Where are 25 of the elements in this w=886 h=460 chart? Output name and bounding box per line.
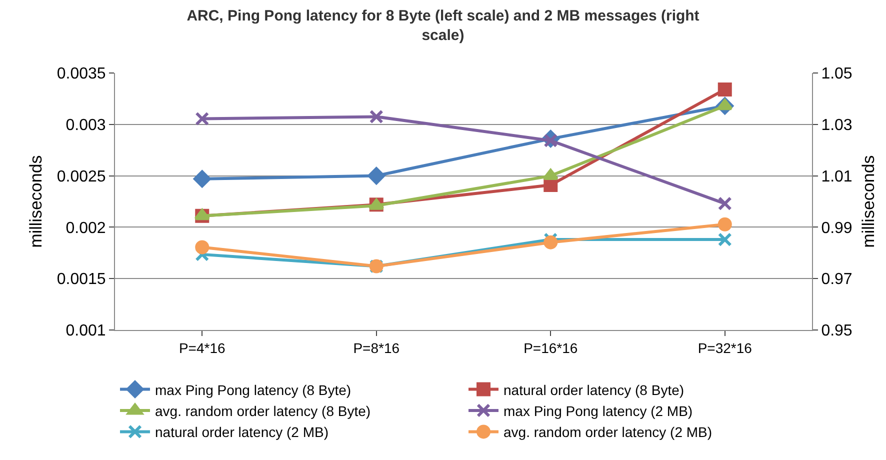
y-tick-label: 0.0015 xyxy=(56,271,106,288)
legend-label: avg. random order latency (2 MB) xyxy=(504,424,712,440)
legend-label: natural order latency (2 MB) xyxy=(155,424,329,440)
y2-tick-label: 1.03 xyxy=(821,117,852,134)
y-tick-label: 0.001 xyxy=(66,322,106,340)
x-tick-label: P=32*16 xyxy=(698,340,752,356)
legend-label: avg. random order latency (8 Byte) xyxy=(155,402,371,419)
y2-tick-label: 0.97 xyxy=(821,271,852,288)
legend-label: max Ping Pong latency (2 MB) xyxy=(504,402,693,419)
y-tick-label: 0.0035 xyxy=(56,66,106,83)
x-tick-label: P=8*16 xyxy=(353,340,400,356)
y-tick-label: 0.0025 xyxy=(56,168,106,186)
y-tick-label: 0.002 xyxy=(66,220,106,237)
x-tick-label: P=16*16 xyxy=(524,340,578,356)
y-tick-label: 0.003 xyxy=(66,117,106,134)
y2-tick-label: 1.05 xyxy=(821,66,852,83)
legend-label: natural order latency (8 Byte) xyxy=(504,382,684,398)
y2-tick-label: 1.01 xyxy=(821,168,852,186)
y2-axis-title: milliseconds xyxy=(858,155,878,248)
x-tick-label: P=4*16 xyxy=(178,340,226,356)
legend-label: max Ping Pong latency (8 Byte) xyxy=(155,382,352,398)
y2-tick-label: 0.95 xyxy=(821,322,852,340)
y2-tick-label: 0.99 xyxy=(821,220,852,237)
y-axis-title: milliseconds xyxy=(26,155,46,248)
chart-title: ARC, Ping Pong latency for 8 Byte (left scale) and 2 MB messages (right scale) xyxy=(186,8,700,44)
